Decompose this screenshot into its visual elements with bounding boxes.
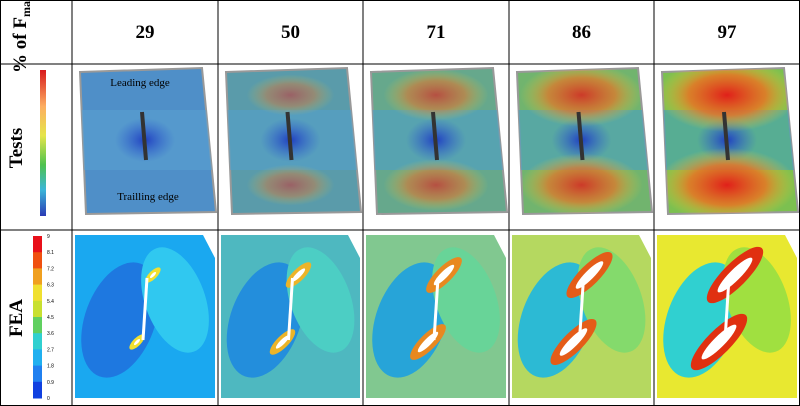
strain-lobe	[383, 159, 489, 211]
colorbar-tick-label: 0	[47, 396, 50, 402]
colorbar-tick-label: 0.9	[47, 380, 54, 386]
test-overlay	[371, 69, 507, 211]
fea-colorbar-step	[33, 365, 42, 383]
row-label: Tests	[6, 128, 27, 168]
fea-slit	[578, 277, 585, 341]
crack	[722, 111, 730, 161]
fea-colorbar-step	[33, 284, 42, 302]
fea-zone	[226, 262, 305, 378]
fea-colorbar-step	[33, 317, 42, 334]
column-header: 71	[427, 22, 446, 43]
fea-slit	[432, 277, 440, 341]
fea-colorbar-step	[33, 300, 42, 318]
crack	[431, 111, 439, 161]
colorbar-tick-label: 5.4	[47, 299, 54, 305]
colorbar-tick-label: 1.8	[47, 364, 54, 370]
fea-lobe-core	[275, 335, 290, 349]
colorbar-tick-label: 9	[47, 234, 50, 240]
colorbar-tick-label: 2.7	[47, 347, 54, 353]
strain-lobe	[246, 74, 335, 116]
test-overlay	[662, 68, 798, 214]
fea-overlay	[517, 247, 646, 378]
fea-lobe-core	[717, 257, 753, 293]
fea-slit	[723, 277, 731, 341]
strain-lobe	[662, 68, 797, 132]
colorbar-tick-label: 4.5	[47, 315, 54, 321]
strain-lobe	[383, 69, 489, 121]
tests-colorbar	[40, 70, 46, 216]
strain-lobe	[520, 68, 643, 127]
header-subscript: max	[19, 0, 33, 17]
fea-zone	[81, 262, 159, 378]
strain-lobe	[662, 148, 797, 214]
row-label: FEA	[6, 299, 27, 337]
fea-overlay	[372, 247, 500, 378]
crack	[576, 111, 585, 161]
test-image	[660, 66, 800, 216]
annotation: Leading edge	[110, 77, 170, 89]
test-image	[515, 66, 654, 216]
fea-lobe-core	[133, 338, 141, 346]
fea-lobe-core	[291, 268, 306, 282]
fea-slit	[287, 277, 294, 341]
fea-lobe-core	[149, 271, 157, 279]
column-header: 29	[136, 22, 155, 43]
fea-colorbar-step	[33, 252, 42, 269]
fea-lobe-core	[701, 324, 737, 360]
crack	[140, 111, 148, 161]
strain-lobe	[520, 153, 643, 214]
test-image	[369, 66, 509, 216]
fea-colorbar-step	[33, 349, 42, 367]
annotation: Trailling edge	[117, 191, 179, 203]
column-header: 86	[572, 22, 591, 43]
fea-colorbar-step	[33, 333, 42, 350]
colorbar-tick-label: 3.6	[47, 331, 54, 337]
strain-lobe	[246, 164, 335, 206]
fea-overlay	[226, 247, 355, 378]
test-image	[78, 66, 218, 216]
fea-overlay	[663, 246, 791, 378]
fea-slit	[141, 277, 149, 341]
fea-colorbar-step	[33, 268, 42, 286]
test-overlay	[517, 68, 652, 214]
header-label-text: % of F	[10, 17, 31, 73]
crack	[285, 111, 294, 161]
test-overlay	[80, 110, 216, 170]
test-image	[224, 66, 363, 216]
header-label: % of Fmax	[10, 0, 33, 73]
column-header: 97	[718, 22, 738, 43]
fea-overlay	[81, 247, 209, 378]
colorbar-tick-label: 8.1	[47, 250, 54, 256]
fea-colorbar-step	[33, 236, 42, 253]
colorbar-tick-label: 6.3	[47, 283, 54, 289]
fea-colorbar-step	[33, 381, 42, 399]
column-header: 50	[281, 22, 300, 43]
colorbar-tick-label: 7.2	[47, 266, 54, 272]
